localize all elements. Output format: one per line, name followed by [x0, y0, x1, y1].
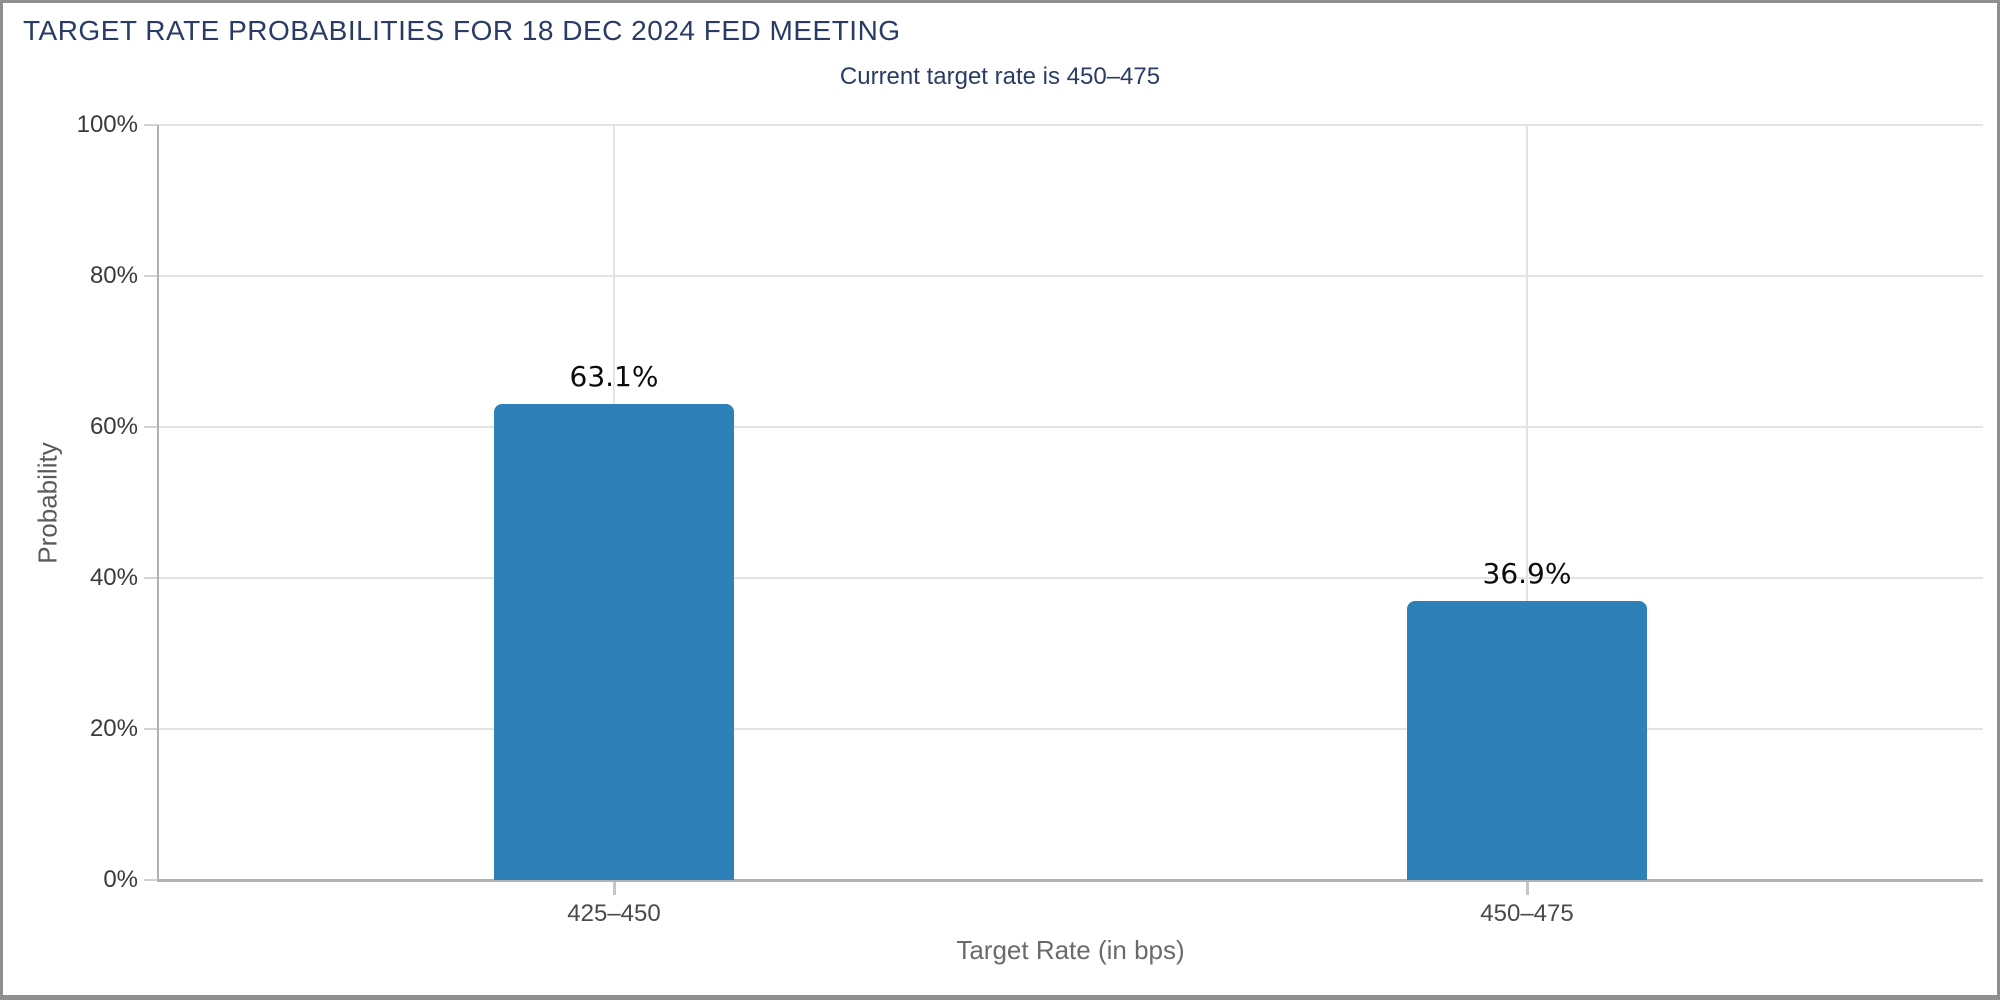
- x-tick-label: 425–450: [567, 900, 661, 927]
- y-axis-tick: [144, 275, 158, 277]
- h-gridline: [158, 728, 1983, 730]
- v-gridline: [1526, 125, 1528, 880]
- y-tick-label: 40%: [89, 564, 138, 591]
- y-tick-label: 100%: [76, 111, 138, 138]
- y-axis-tick: [144, 577, 158, 579]
- x-tick-label: 450–475: [1480, 900, 1574, 927]
- chart-subtitle: Current target rate is 450–475: [839, 63, 1161, 90]
- chart-title: TARGET RATE PROBABILITIES FOR 18 DEC 202…: [23, 15, 901, 46]
- y-axis-tick: [144, 426, 158, 428]
- labels-layer: 0% 20% 40% 60% 80% 100% 63.1% 425–450 36.9% 450–4…: [3, 3, 1997, 995]
- bar-value-label: 36.9%: [1482, 557, 1572, 590]
- h-gridline: [158, 577, 1983, 579]
- h-gridline: [158, 426, 1983, 428]
- y-tick-label: 0%: [103, 866, 138, 893]
- bar[interactable]: [494, 404, 734, 880]
- x-axis-line: [157, 879, 1983, 882]
- y-axis-title: Probability: [32, 441, 63, 564]
- y-tick-label: 80%: [89, 262, 138, 289]
- x-axis-title: Target Rate (in bps): [956, 935, 1185, 965]
- y-axis-tick: [144, 879, 158, 881]
- h-gridline: [158, 124, 1983, 126]
- y-tick-label: 60%: [89, 413, 138, 440]
- x-axis-tick: [613, 880, 616, 895]
- bar-value-label: 63.1%: [569, 360, 659, 393]
- y-axis-tick: [144, 124, 158, 126]
- bar[interactable]: [1407, 601, 1647, 880]
- y-axis-line: [157, 125, 159, 880]
- h-gridline: [158, 275, 1983, 277]
- y-axis-tick: [144, 728, 158, 730]
- bars-layer: [3, 3, 1997, 995]
- axes-layer: [3, 3, 1997, 995]
- y-tick-label: 20%: [89, 715, 138, 742]
- x-axis-tick: [1526, 880, 1529, 895]
